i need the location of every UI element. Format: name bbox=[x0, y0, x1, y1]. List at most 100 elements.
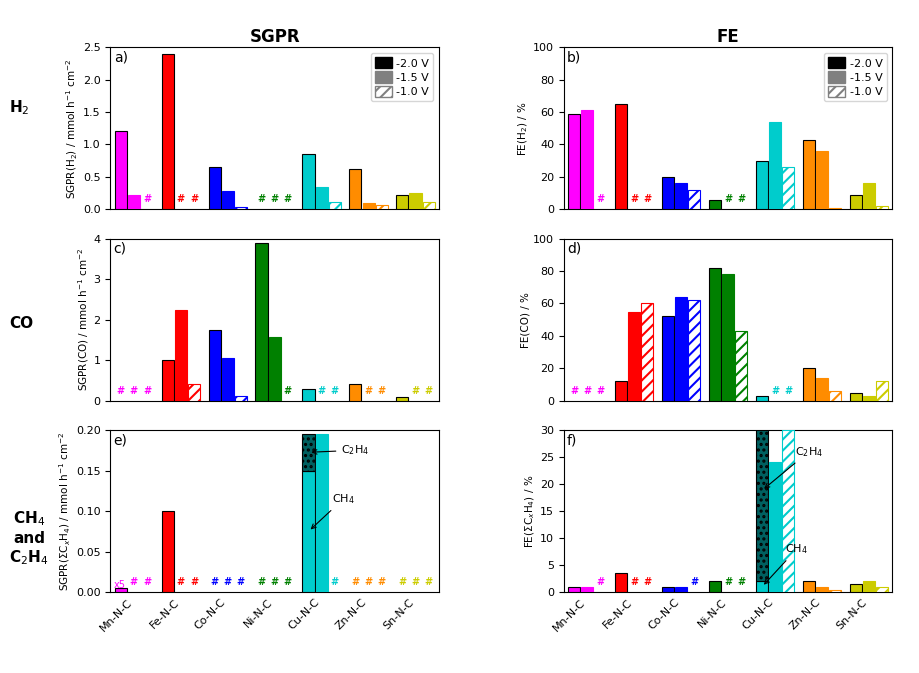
Bar bbox=[175, 310, 187, 401]
Bar bbox=[875, 206, 887, 209]
Bar bbox=[581, 587, 593, 592]
Bar bbox=[162, 511, 174, 592]
Bar bbox=[302, 434, 314, 470]
Bar bbox=[862, 581, 874, 592]
Text: #: # bbox=[642, 194, 651, 205]
Bar bbox=[755, 161, 767, 209]
Text: #: # bbox=[642, 577, 651, 588]
Bar bbox=[234, 207, 246, 209]
Bar bbox=[422, 202, 434, 209]
Bar bbox=[709, 200, 720, 209]
Bar bbox=[849, 194, 861, 209]
Text: #: # bbox=[270, 577, 278, 588]
Bar bbox=[349, 169, 361, 209]
Text: #: # bbox=[770, 386, 778, 396]
Bar bbox=[349, 384, 361, 401]
Text: #: # bbox=[142, 194, 151, 205]
Title: SGPR: SGPR bbox=[249, 28, 300, 46]
Text: #: # bbox=[257, 194, 266, 205]
Text: C$_2$H$_4$: C$_2$H$_4$ bbox=[312, 444, 369, 457]
Bar bbox=[302, 154, 314, 209]
Text: #: # bbox=[223, 577, 232, 588]
Text: #: # bbox=[176, 194, 185, 205]
Text: #: # bbox=[364, 386, 372, 396]
Text: #: # bbox=[257, 577, 266, 588]
Text: #: # bbox=[210, 577, 219, 588]
Bar bbox=[781, 430, 793, 592]
Text: #: # bbox=[583, 386, 591, 396]
Text: c): c) bbox=[114, 242, 127, 256]
Bar bbox=[687, 190, 699, 209]
Bar bbox=[675, 183, 686, 209]
Bar bbox=[875, 382, 887, 401]
Bar bbox=[849, 584, 861, 592]
Bar bbox=[875, 587, 887, 592]
Bar bbox=[815, 378, 827, 401]
Y-axis label: SGPR($\Sigma$C$_x$H$_4$) / mmol h$^{-1}$ cm$^{-2}$: SGPR($\Sigma$C$_x$H$_4$) / mmol h$^{-1}$… bbox=[58, 431, 74, 591]
Bar bbox=[828, 208, 840, 209]
Text: #: # bbox=[270, 194, 278, 205]
Bar bbox=[255, 242, 267, 401]
Bar bbox=[815, 151, 827, 209]
Bar bbox=[234, 396, 246, 401]
Text: C$_2$H$_4$: C$_2$H$_4$ bbox=[765, 445, 822, 488]
Text: H$_2$: H$_2$ bbox=[9, 98, 29, 117]
Text: CH$_4$
and
C$_2$H$_4$: CH$_4$ and C$_2$H$_4$ bbox=[9, 509, 49, 567]
Bar bbox=[302, 390, 314, 401]
Text: #: # bbox=[736, 194, 744, 205]
Text: #: # bbox=[142, 386, 151, 396]
Bar bbox=[315, 434, 327, 592]
Text: #: # bbox=[117, 386, 125, 396]
Bar bbox=[568, 587, 580, 592]
Bar bbox=[755, 581, 767, 592]
Bar bbox=[687, 300, 699, 401]
Text: #: # bbox=[596, 577, 604, 588]
Text: #: # bbox=[630, 194, 638, 205]
Bar bbox=[815, 587, 827, 592]
Bar bbox=[849, 392, 861, 401]
Title: FE: FE bbox=[716, 28, 739, 46]
Text: #: # bbox=[570, 386, 577, 396]
Bar bbox=[221, 191, 233, 209]
Bar bbox=[675, 297, 686, 401]
Bar bbox=[396, 397, 408, 401]
Bar bbox=[209, 330, 221, 401]
Text: #: # bbox=[411, 577, 419, 588]
Legend: -2.0 V, -1.5 V, -1.0 V: -2.0 V, -1.5 V, -1.0 V bbox=[370, 52, 433, 102]
Text: #: # bbox=[142, 577, 151, 588]
Bar bbox=[628, 312, 640, 401]
Text: #: # bbox=[596, 386, 604, 396]
Bar bbox=[862, 183, 874, 209]
Text: f): f) bbox=[566, 433, 577, 448]
Text: #: # bbox=[783, 386, 791, 396]
Text: #: # bbox=[411, 386, 419, 396]
Text: #: # bbox=[130, 386, 138, 396]
Bar bbox=[721, 275, 733, 401]
Text: #: # bbox=[176, 577, 185, 588]
Text: #: # bbox=[425, 386, 432, 396]
Text: CH$_4$: CH$_4$ bbox=[764, 542, 807, 584]
Text: #: # bbox=[189, 194, 198, 205]
Text: #: # bbox=[283, 194, 291, 205]
Bar bbox=[768, 122, 780, 209]
Bar bbox=[328, 202, 340, 209]
Bar bbox=[315, 186, 327, 209]
Bar bbox=[802, 139, 814, 209]
Bar bbox=[396, 195, 408, 209]
Bar bbox=[662, 587, 674, 592]
Bar bbox=[615, 104, 627, 209]
Bar bbox=[662, 177, 674, 209]
Bar bbox=[375, 205, 387, 209]
Text: #: # bbox=[425, 577, 432, 588]
Text: b): b) bbox=[566, 50, 581, 65]
Bar bbox=[755, 396, 767, 401]
Y-axis label: SGPR(H$_2$) / mmol h$^{-1}$ cm$^{-2}$: SGPR(H$_2$) / mmol h$^{-1}$ cm$^{-2}$ bbox=[64, 58, 80, 199]
Text: CO: CO bbox=[9, 316, 33, 330]
Bar bbox=[221, 358, 233, 401]
Text: #: # bbox=[364, 577, 372, 588]
Text: #: # bbox=[236, 577, 244, 588]
Text: #: # bbox=[189, 577, 198, 588]
Text: #: # bbox=[330, 386, 338, 396]
Text: #: # bbox=[377, 386, 385, 396]
Y-axis label: FE($\Sigma$C$_x$H$_4$) / %: FE($\Sigma$C$_x$H$_4$) / % bbox=[523, 474, 537, 548]
